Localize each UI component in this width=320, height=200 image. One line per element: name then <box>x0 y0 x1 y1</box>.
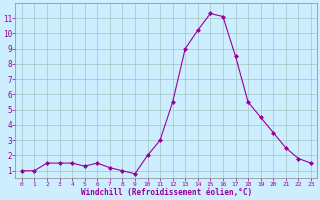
X-axis label: Windchill (Refroidissement éolien,°C): Windchill (Refroidissement éolien,°C) <box>81 188 252 197</box>
